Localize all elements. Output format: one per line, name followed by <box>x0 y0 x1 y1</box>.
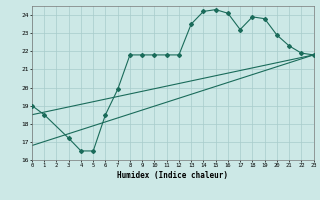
X-axis label: Humidex (Indice chaleur): Humidex (Indice chaleur) <box>117 171 228 180</box>
